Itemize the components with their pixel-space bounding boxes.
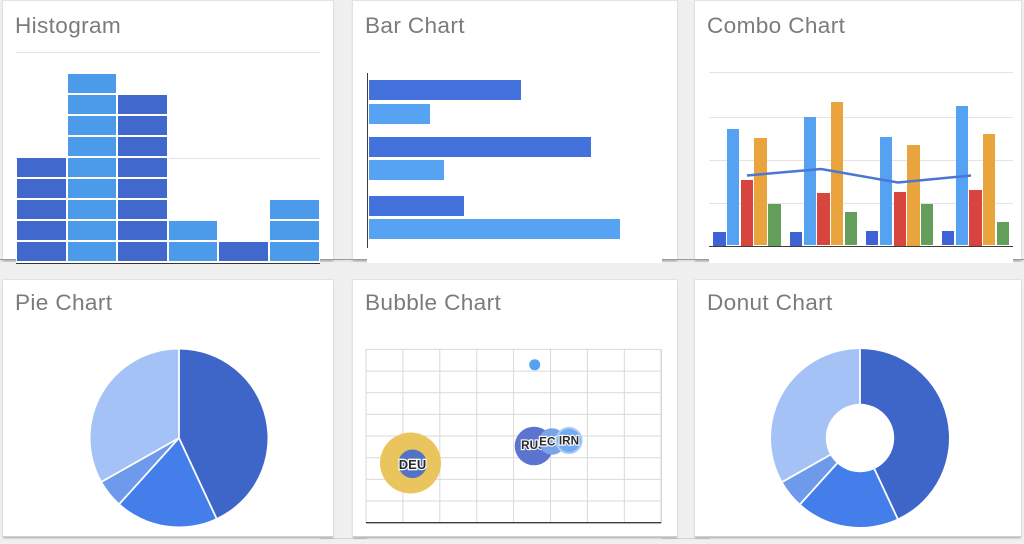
svg-text:DEU: DEU: [399, 457, 426, 472]
svg-text:IRN: IRN: [559, 435, 579, 448]
